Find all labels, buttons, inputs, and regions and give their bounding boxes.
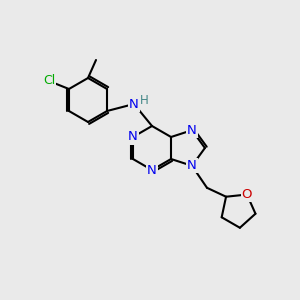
Text: O: O <box>242 188 252 201</box>
Text: N: N <box>129 98 139 110</box>
Text: H: H <box>140 94 148 107</box>
Text: N: N <box>147 164 157 176</box>
Text: Cl: Cl <box>43 74 55 88</box>
Text: N: N <box>187 124 197 137</box>
Text: N: N <box>187 159 197 172</box>
Text: N: N <box>128 130 138 143</box>
